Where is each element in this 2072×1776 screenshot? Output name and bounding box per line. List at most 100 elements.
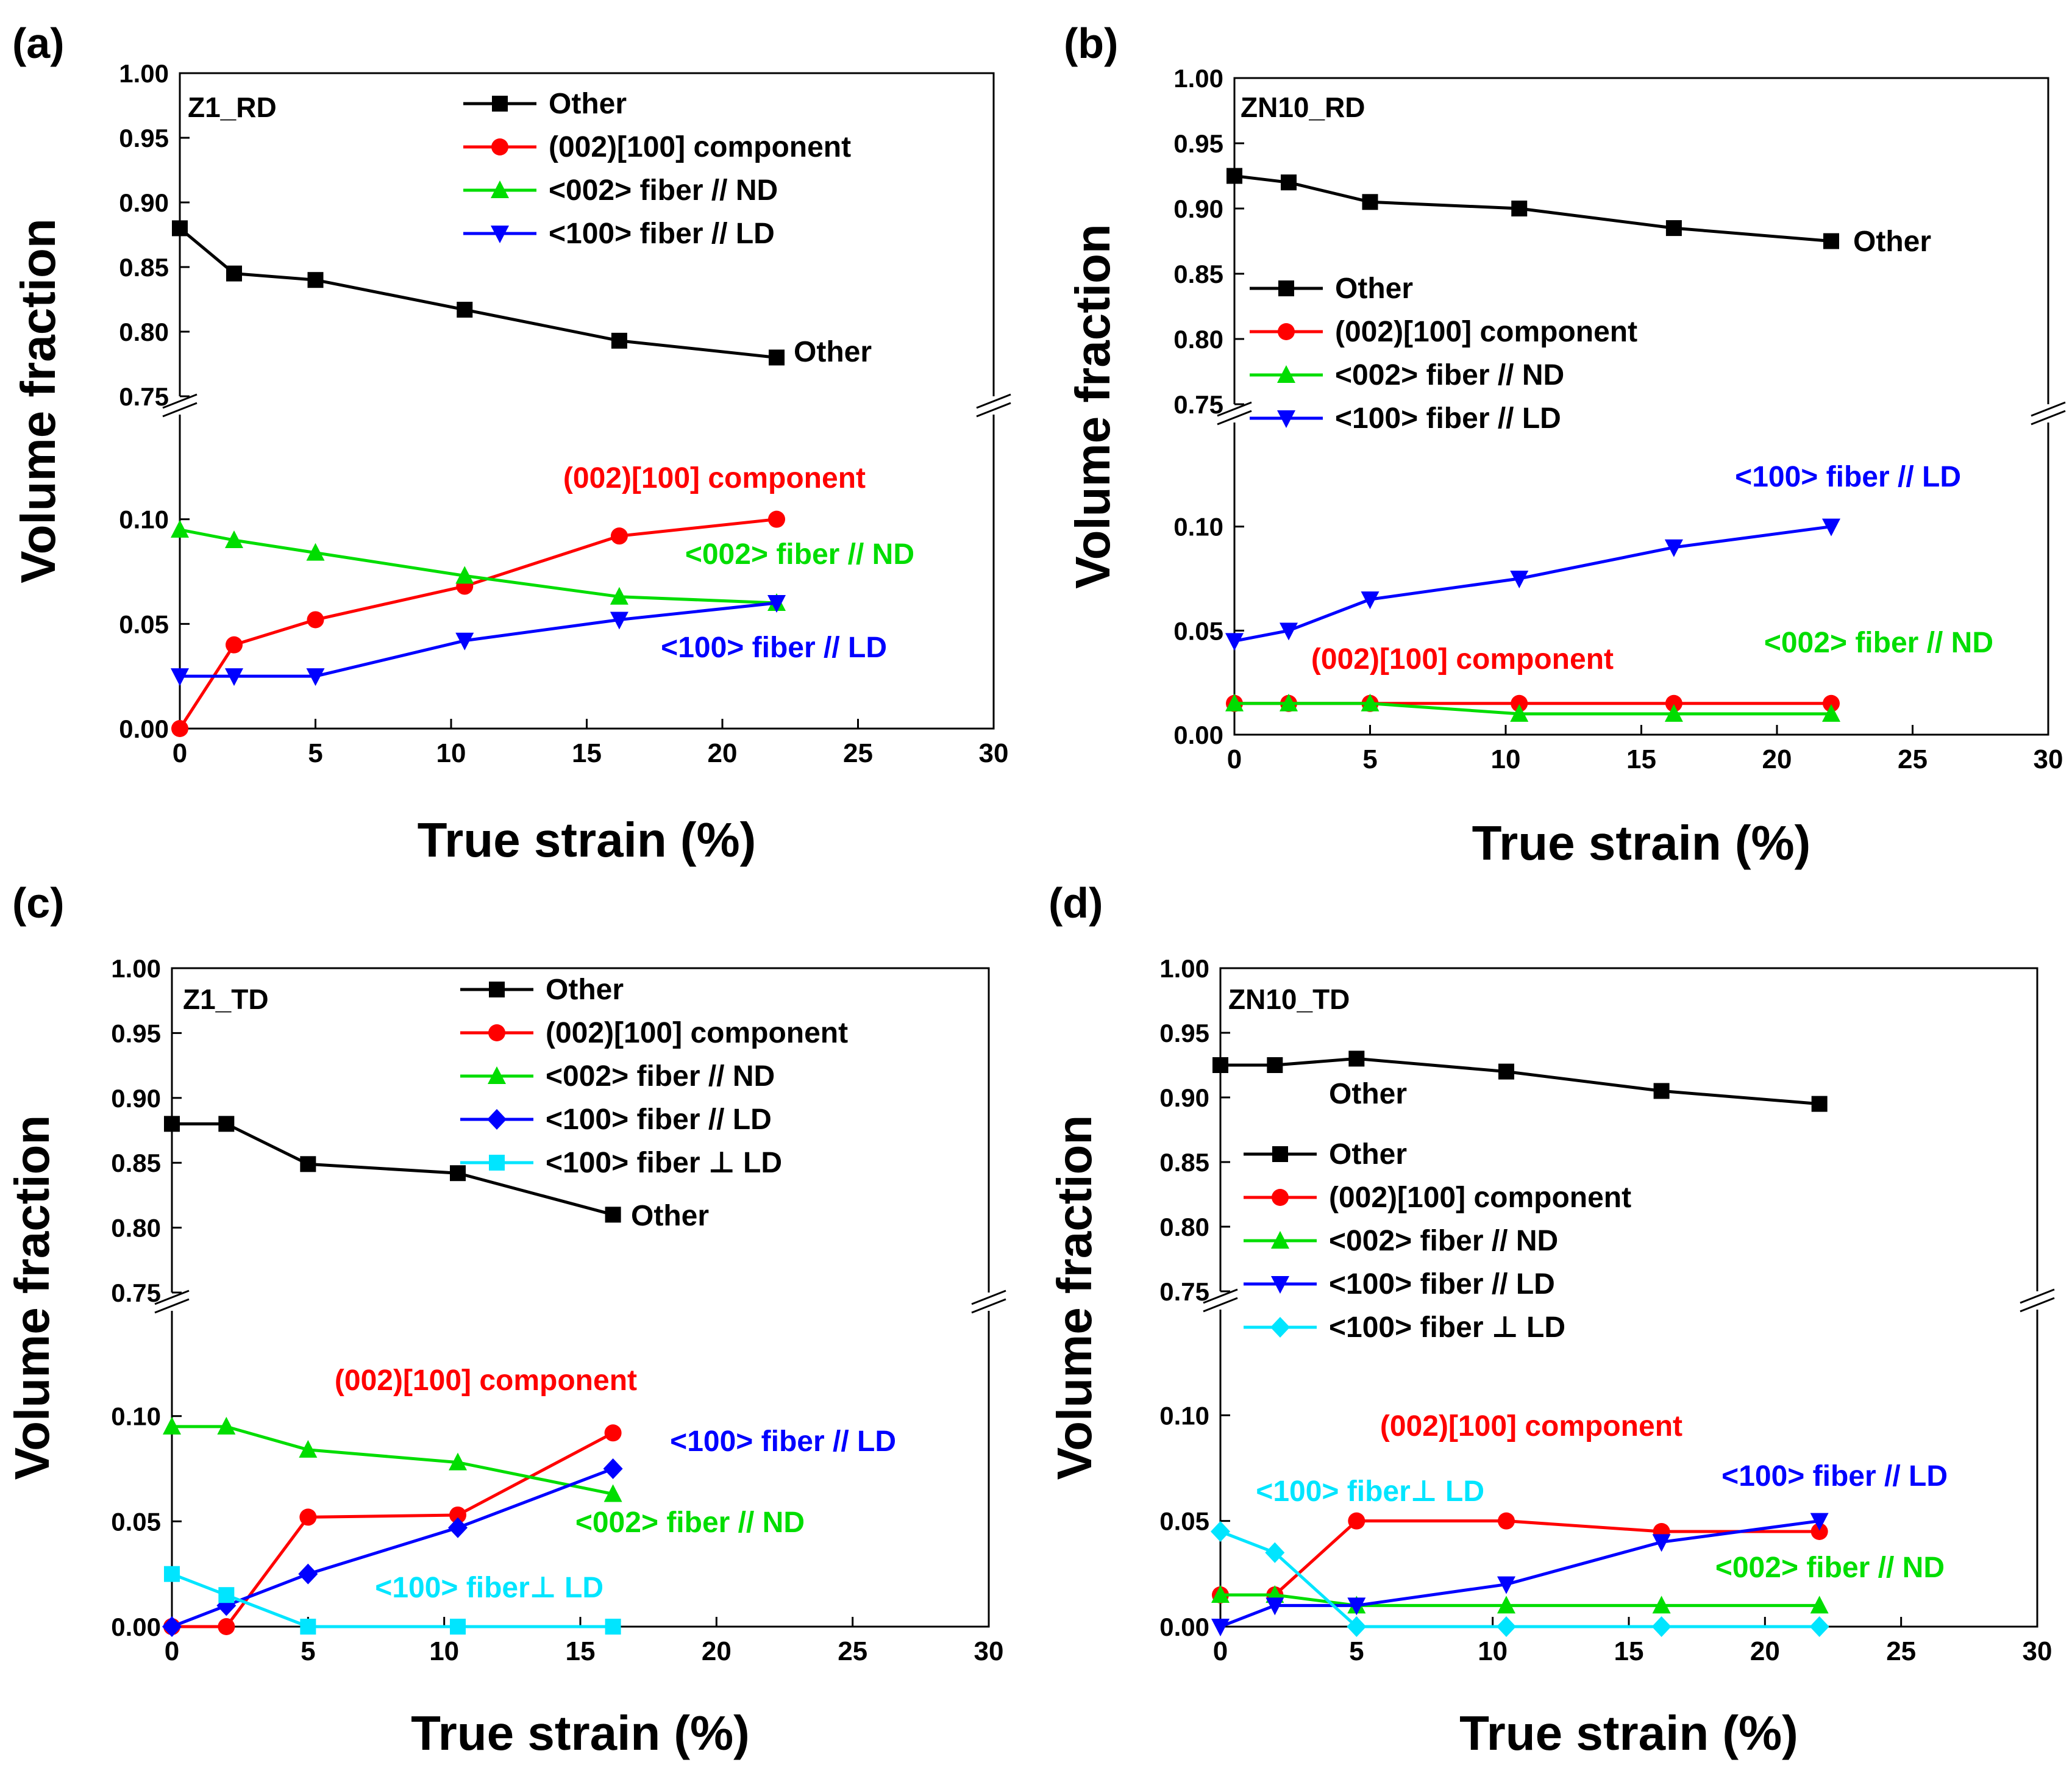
chart-c-y-tick-label: 1.00 <box>111 954 161 983</box>
chart-a-y-tick-label: 1.00 <box>119 59 169 88</box>
data-point <box>457 301 473 318</box>
chart-d-annotation: Other <box>1329 1078 1407 1110</box>
data-point <box>1822 704 1840 722</box>
chart-c-y-tick-label: 0.10 <box>111 1402 161 1431</box>
legend-label: Other <box>1335 273 1413 305</box>
chart-b-y-tick-label: 0.00 <box>1173 721 1223 749</box>
chart-c-annotation: (002)[100] component <box>335 1364 637 1397</box>
chart-c-legend: Other (002)[100] component <002> fiber // … <box>460 974 848 1179</box>
chart-d-annotation: <100> fiber // LD <box>1721 1460 1948 1492</box>
chart-a-series-100-fiber-ld <box>171 595 786 687</box>
chart-d-upper-frame <box>1219 967 2038 1291</box>
chart-a-x-tick-label: 0 <box>173 738 187 768</box>
data-point <box>164 1116 180 1132</box>
chart-d-series-002-fiber-nd <box>1211 1585 1829 1614</box>
series-line <box>1234 525 1832 643</box>
data-point <box>1510 704 1529 722</box>
data-point <box>610 612 628 630</box>
chart-c-axis-break-left <box>154 1289 190 1314</box>
chart-c-sample-label: Z1_TD <box>183 983 269 1015</box>
data-point <box>1348 1512 1365 1530</box>
chart-c-y-tick-label: 0.75 <box>111 1279 161 1307</box>
chart-c-panel: 0 5 10 15 20 25 30 0.75 0.80 0.85 0.90 0.95 1.00 0.00… <box>5 879 1006 1760</box>
series-line <box>1220 1530 1820 1628</box>
legend-marker <box>489 982 505 997</box>
chart-d-x-tick-label: 25 <box>1886 1636 1916 1666</box>
chart-b-y-tick-label: 0.80 <box>1173 325 1223 354</box>
chart-d-series-100-fiber-ld <box>1211 1513 1829 1636</box>
series-line <box>179 227 777 359</box>
chart-b-x-axis-title: True strain (%) <box>1472 816 1811 870</box>
chart-d-y-tick-label: 0.10 <box>1159 1401 1209 1430</box>
chart-a-annotation: Other <box>794 336 872 368</box>
data-point <box>1225 693 1244 711</box>
series-line <box>1220 1519 1820 1628</box>
data-point <box>1497 1616 1516 1637</box>
legend-label: <100> fiber // LD <box>549 218 775 250</box>
data-point <box>448 1517 468 1538</box>
chart-c-x-tick-label: 0 <box>165 1636 179 1666</box>
chart-d-y-tick-label: 1.00 <box>1159 954 1209 983</box>
legend-label: Other <box>1329 1138 1407 1171</box>
data-point <box>1811 1096 1828 1112</box>
chart-a-x-axis-title: True strain (%) <box>418 813 757 867</box>
data-point <box>299 1439 318 1458</box>
data-point <box>1265 1542 1285 1563</box>
data-point <box>610 587 628 605</box>
data-point <box>306 668 325 687</box>
chart-c-panel-label: (c) <box>12 879 65 927</box>
data-point <box>605 1207 621 1223</box>
legend-label: <002> fiber // ND <box>546 1060 775 1093</box>
series-line <box>172 1425 614 1496</box>
data-point <box>603 1458 623 1479</box>
legend-marker <box>1271 1276 1289 1294</box>
legend-marker <box>1272 1189 1289 1206</box>
chart-a-y-tick-label: 0.80 <box>119 318 169 346</box>
series-line <box>1220 1057 1820 1106</box>
data-point <box>449 1452 467 1471</box>
legend-marker <box>487 1109 507 1130</box>
chart-c-x-tick-label: 20 <box>702 1636 732 1666</box>
chart-b-x-tick-label: 20 <box>1762 744 1792 774</box>
chart-c-x-tick-label: 15 <box>566 1636 596 1666</box>
legend-label: <100> fiber ⊥ LD <box>1329 1311 1565 1344</box>
data-point <box>1652 1534 1671 1552</box>
chart-c-x-tick-label: 10 <box>429 1636 459 1666</box>
chart-c-annotation: Other <box>631 1200 709 1232</box>
chart-b-axis-break-left <box>1217 401 1252 426</box>
data-point <box>1362 194 1378 210</box>
chart-a-y-tick-label: 0.00 <box>119 715 169 743</box>
data-point <box>611 332 627 349</box>
data-point <box>449 1506 466 1524</box>
chart-b-axis-break-right <box>2031 401 2066 426</box>
data-point <box>1361 591 1380 610</box>
legend-marker <box>489 1155 505 1171</box>
chart-b-annotation: <002> fiber // ND <box>1764 627 1993 659</box>
legend-label: (002)[100] component <box>1335 316 1637 348</box>
legend-marker <box>1277 365 1295 383</box>
data-point <box>1267 1057 1283 1073</box>
data-point <box>1651 1616 1671 1637</box>
chart-a-axis-break-right <box>976 393 1011 418</box>
data-point <box>1664 539 1683 557</box>
legend-marker <box>1277 410 1295 428</box>
chart-b-annotation: Other <box>1853 226 1931 258</box>
chart-a-x-tick-label: 5 <box>308 738 322 768</box>
chart-d-x-tick-label: 20 <box>1750 1636 1780 1666</box>
chart-a-y-tick-label: 0.85 <box>119 253 169 282</box>
series-line <box>1234 702 1831 716</box>
data-point <box>605 1619 621 1635</box>
data-point <box>1347 1616 1367 1637</box>
chart-a-x-tick-label: 25 <box>843 738 873 768</box>
data-point <box>768 510 785 528</box>
chart-d-sample-label: ZN10_TD <box>1228 983 1350 1015</box>
chart-d-panel-label: (d) <box>1048 879 1103 927</box>
chart-b-x-tick-label: 5 <box>1362 744 1377 774</box>
chart-b-x-tick-label: 25 <box>1898 744 1928 774</box>
data-point <box>300 1156 316 1172</box>
legend-marker <box>1271 1231 1289 1249</box>
chart-d-series-100-fiber-ld <box>1211 1521 1829 1637</box>
data-point <box>1498 1512 1515 1530</box>
data-point <box>1652 1596 1671 1614</box>
